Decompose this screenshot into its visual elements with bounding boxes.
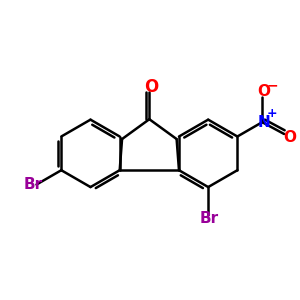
Text: N: N: [257, 115, 270, 130]
Text: +: +: [266, 107, 277, 121]
Text: O: O: [145, 78, 159, 96]
Text: Br: Br: [200, 211, 219, 226]
Text: Br: Br: [23, 177, 43, 192]
Text: −: −: [267, 78, 278, 92]
Text: O: O: [283, 130, 296, 145]
Text: O: O: [257, 84, 270, 99]
